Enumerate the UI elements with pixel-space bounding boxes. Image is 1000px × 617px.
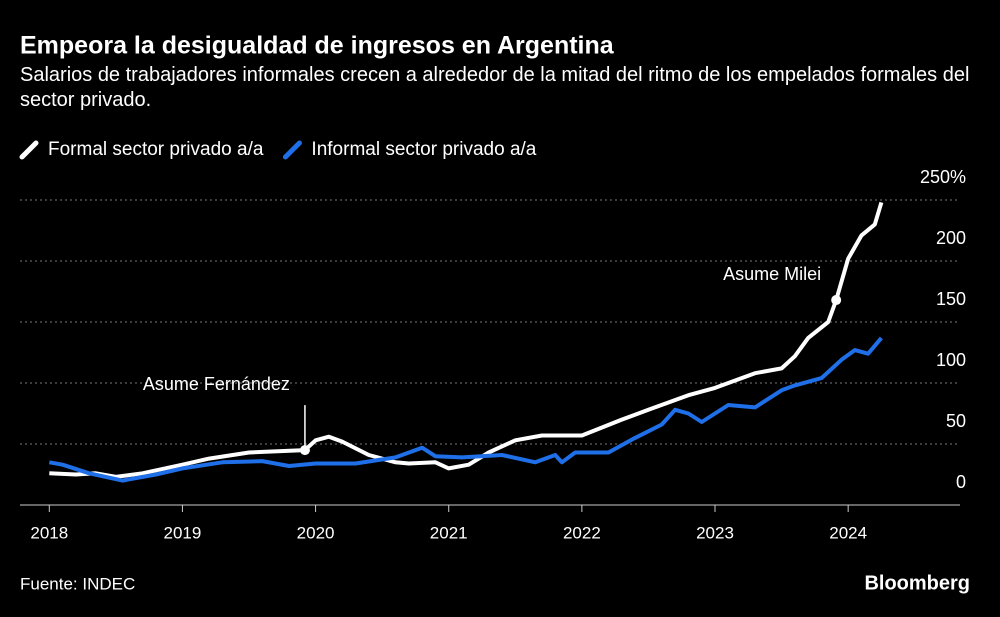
chart-title: Empeora la desigualdad de ingresos en Ar… [20, 32, 615, 60]
chart-subtitle: Salarios de trabajadores informales crec… [20, 64, 970, 111]
annotation-dot [831, 295, 842, 306]
x-tick-label: 2022 [563, 523, 601, 542]
x-tick-label: 2021 [430, 523, 468, 542]
annotation-label: Asume Milei [723, 264, 821, 284]
x-tick-label: 2024 [829, 523, 867, 542]
y-tick-label: 0 [956, 472, 966, 492]
series-line [48, 336, 883, 483]
legend-label: Formal sector privado a/a [48, 139, 264, 160]
source: Fuente: INDEC [20, 574, 135, 593]
series-line [49, 201, 884, 479]
y-tick-label: 250% [920, 167, 966, 187]
legend-label: Informal sector privado a/a [311, 139, 536, 160]
legend-swatch [282, 140, 302, 160]
legend-swatch [19, 140, 39, 160]
y-tick-label: 150 [936, 289, 966, 309]
x-tick-label: 2018 [30, 523, 68, 542]
x-tick-label: 2019 [164, 523, 202, 542]
y-tick-label: 50 [946, 411, 966, 431]
y-tick-label: 100 [936, 350, 966, 370]
annotation-dot [299, 445, 310, 456]
subtitle-box: Salarios de trabajadores informales crec… [20, 64, 970, 111]
y-tick-label: 200 [936, 228, 966, 248]
x-tick-label: 2023 [696, 523, 734, 542]
brand: Bloomberg [864, 572, 970, 594]
annotation-label: Asume Fernández [143, 374, 290, 394]
x-tick-label: 2020 [297, 523, 335, 542]
